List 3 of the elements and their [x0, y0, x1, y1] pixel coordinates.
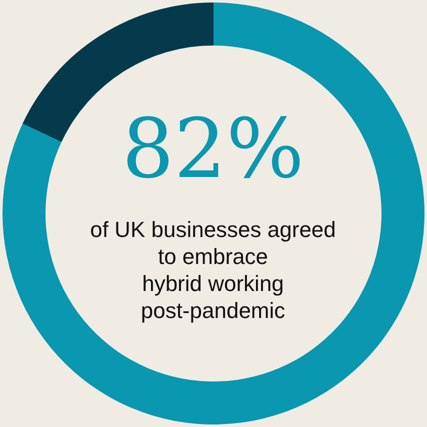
donut-slice	[2, 2, 424, 424]
text: of UK businesses agreed to embrace hybrid working post-pandemic	[90, 217, 336, 323]
data-label: 82%	[122, 102, 304, 197]
